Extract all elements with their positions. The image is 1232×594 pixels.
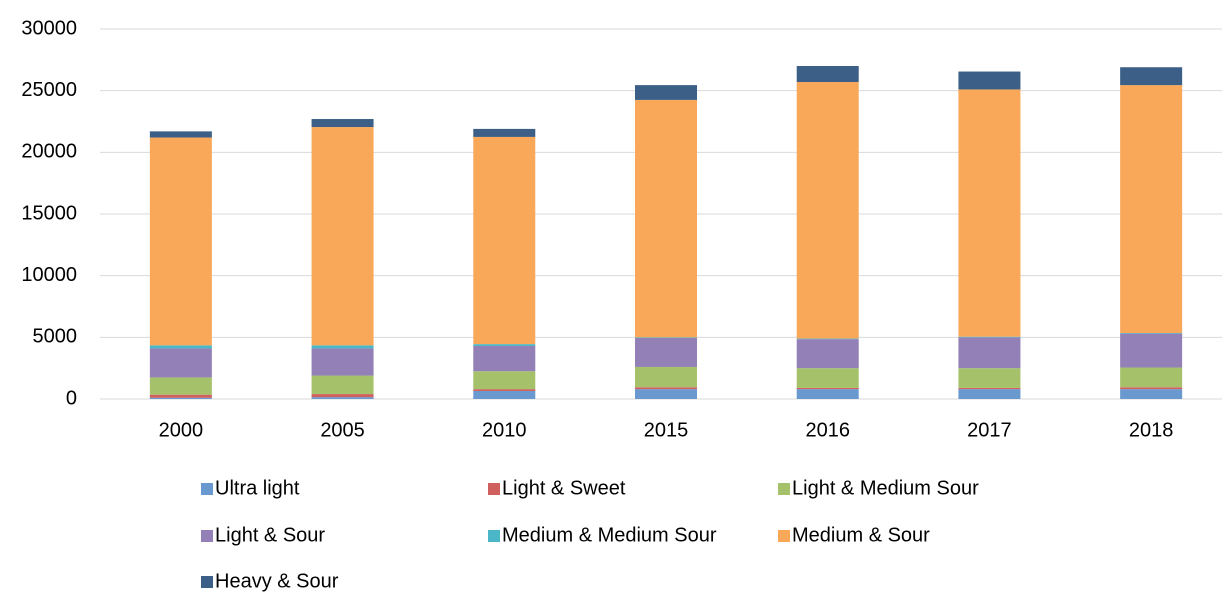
bar-segment [149, 377, 212, 395]
bar-segment [473, 371, 536, 390]
bar-segment [311, 397, 374, 399]
legend-swatch [488, 483, 500, 495]
bar-segment [473, 344, 536, 346]
legend-swatch [201, 483, 213, 495]
legend-label: Medium & Medium Sour [502, 524, 717, 546]
bar-segment [149, 348, 212, 378]
bar-segment [958, 89, 1021, 337]
bar-segment [958, 389, 1021, 399]
bar-segment [796, 389, 859, 399]
x-tick-label: 2016 [805, 419, 850, 441]
bar-segment [958, 368, 1021, 388]
bar-segment [311, 119, 374, 128]
legend-label: Heavy & Sour [215, 570, 339, 592]
bar-segment [1120, 367, 1183, 388]
bar-segment [635, 389, 697, 399]
x-tick-label: 2015 [644, 419, 689, 441]
legend-swatch [488, 530, 500, 542]
bar-segment [958, 336, 1021, 338]
bar-segment [635, 366, 697, 388]
legend-label: Medium & Sour [792, 524, 930, 546]
bar-segment [1120, 333, 1183, 368]
bar-segment [1120, 333, 1183, 334]
bar-segment [635, 337, 697, 367]
bar-segment [311, 375, 374, 395]
bar-segment [958, 387, 1021, 390]
bar-segment [149, 397, 212, 399]
x-tick-label: 2018 [1129, 419, 1174, 441]
bar-segment [796, 338, 859, 340]
legend-swatch [201, 576, 213, 588]
legend-label: Ultra light [215, 477, 300, 499]
bar-segment [473, 389, 536, 391]
x-tick-label: 2010 [482, 419, 527, 441]
y-tick-label: 20000 [21, 141, 77, 163]
bar-segment [635, 99, 697, 338]
bar-segment [311, 394, 374, 398]
bar-segment [635, 85, 697, 100]
y-tick-label: 25000 [21, 79, 77, 101]
legend-label: Light & Medium Sour [792, 477, 979, 499]
bar-segment [796, 368, 859, 388]
bar-segment [473, 128, 536, 137]
bar-segment [473, 390, 536, 399]
bar-segment [149, 394, 212, 398]
bar-segment [796, 339, 859, 369]
bar-segment [311, 348, 374, 376]
bar-segment [635, 387, 697, 390]
bar-segment [1120, 67, 1183, 86]
bar-segment [796, 66, 859, 83]
bar-segment [473, 136, 536, 345]
y-tick-label: 10000 [21, 264, 77, 286]
bar-segment [958, 337, 1021, 369]
bar-segment [149, 137, 212, 346]
legend-swatch [778, 530, 790, 542]
y-tick-label: 5000 [33, 326, 78, 348]
bar-segment [1120, 389, 1183, 399]
legend-swatch [778, 483, 790, 495]
bar-segment [958, 71, 1021, 90]
x-tick-label: 2005 [320, 419, 365, 441]
bar-segment [311, 127, 374, 346]
bar-segment [1120, 85, 1183, 334]
x-tick-label: 2000 [159, 419, 204, 441]
bar-segment [149, 345, 212, 349]
bar-segment [1120, 387, 1183, 390]
bar-segment [635, 337, 697, 338]
bar-segment [149, 131, 212, 138]
bar-segment [796, 82, 859, 339]
x-tick-label: 2017 [967, 419, 1012, 441]
legend-label: Light & Sour [215, 524, 325, 546]
y-tick-label: 30000 [21, 17, 77, 39]
legend-label: Light & Sweet [502, 477, 626, 499]
bar-segment [473, 345, 536, 372]
bar-segment [311, 345, 374, 349]
bar-segment [796, 387, 859, 390]
y-tick-label: 0 [66, 387, 77, 409]
y-tick-label: 15000 [21, 202, 77, 224]
legend-swatch [201, 530, 213, 542]
